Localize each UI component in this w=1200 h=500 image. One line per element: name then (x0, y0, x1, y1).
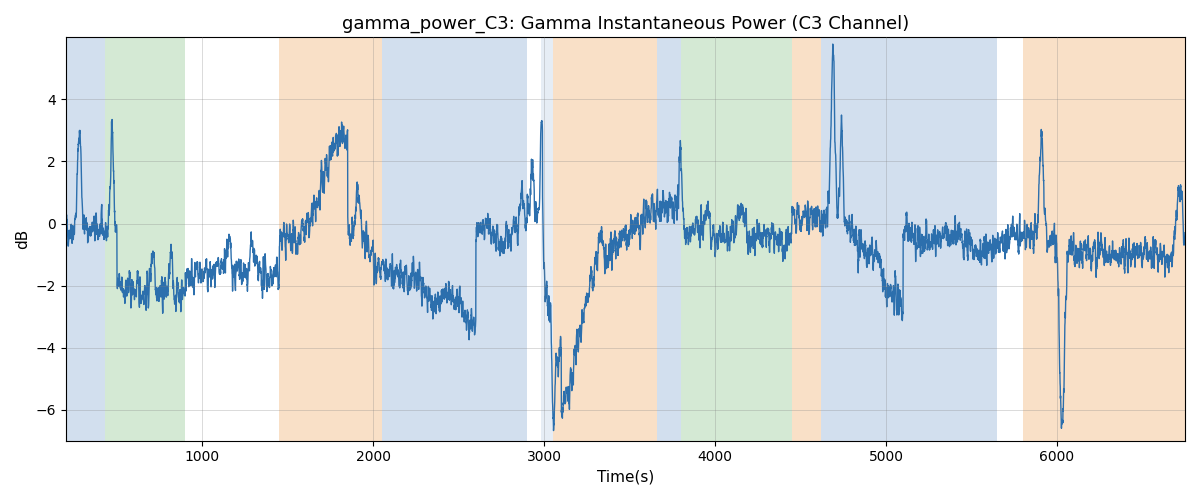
Bar (792, 38, 821, 440)
Y-axis label: dB: dB (16, 229, 30, 249)
Bar (280, 38, 382, 440)
Bar (658, 38, 680, 440)
Bar (553, 38, 658, 440)
Bar (106, 38, 185, 440)
Bar (1022, 38, 1184, 440)
Title: gamma_power_C3: Gamma Instantaneous Power (C3 Channel): gamma_power_C3: Gamma Instantaneous Powe… (342, 15, 910, 34)
Bar (821, 38, 997, 440)
Bar (541, 38, 553, 440)
X-axis label: Time(s): Time(s) (596, 470, 654, 485)
Bar (382, 38, 527, 440)
Bar (680, 38, 792, 440)
Bar (66, 38, 106, 440)
